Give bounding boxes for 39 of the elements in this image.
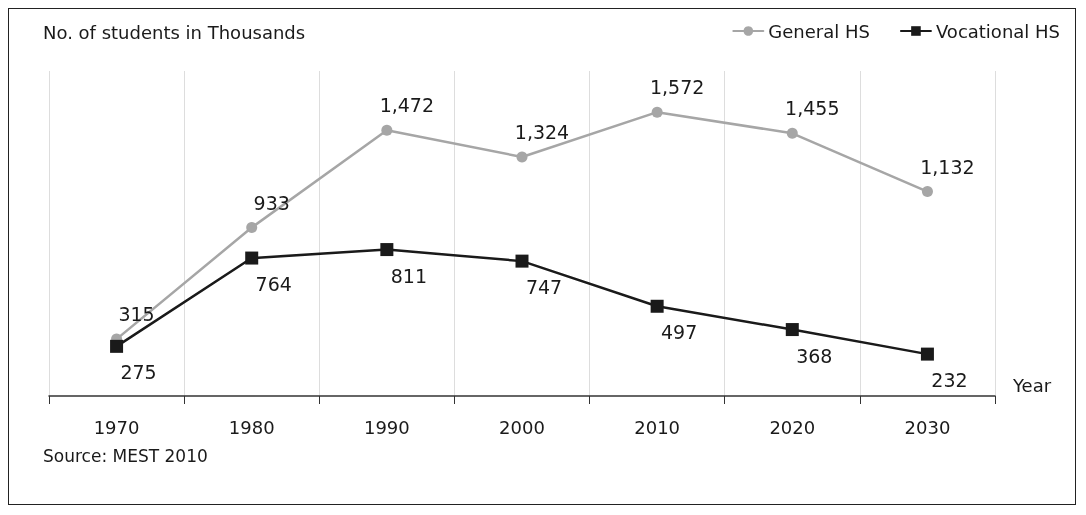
x-tick-label: 1990 xyxy=(363,416,410,438)
point xyxy=(516,151,528,163)
data-label: 1,324 xyxy=(514,120,570,143)
x-tick-label: 2010 xyxy=(634,416,681,438)
x-tick-label: 2020 xyxy=(769,416,816,438)
point xyxy=(650,299,664,313)
data-label: 1,572 xyxy=(649,76,705,99)
data-label: 747 xyxy=(525,276,563,299)
data-label: 232 xyxy=(931,369,968,392)
data-label: 1,132 xyxy=(920,155,975,178)
data-label: 933 xyxy=(253,191,290,214)
legend-label: Vocational HS xyxy=(935,20,1061,42)
point xyxy=(786,127,798,139)
x-tick-label: 1980 xyxy=(228,416,275,438)
point xyxy=(381,124,393,136)
data-label: 315 xyxy=(118,303,155,326)
x-axis-title: Year xyxy=(1012,374,1052,396)
x-tick-label: 2000 xyxy=(499,416,545,438)
data-label: 764 xyxy=(255,273,292,296)
x-tick-label: 1970 xyxy=(93,416,140,438)
legend-label: General HS xyxy=(768,20,870,42)
data-label: 1,472 xyxy=(379,94,435,117)
point xyxy=(651,106,663,118)
x-tick-label: 2030 xyxy=(904,416,951,438)
point xyxy=(921,186,933,198)
point xyxy=(515,254,529,268)
data-label: 1,455 xyxy=(785,97,840,120)
data-label: 368 xyxy=(796,344,833,367)
point xyxy=(110,339,124,353)
y-axis-title: No. of students in Thousands xyxy=(43,21,306,43)
data-label: 497 xyxy=(661,321,698,344)
point xyxy=(920,347,934,361)
point xyxy=(785,323,799,337)
point xyxy=(246,222,258,234)
source-note: Source: MEST 2010 xyxy=(43,445,208,466)
point xyxy=(380,243,394,257)
data-label: 811 xyxy=(390,264,427,287)
point xyxy=(245,251,259,265)
data-label: 275 xyxy=(120,361,157,384)
